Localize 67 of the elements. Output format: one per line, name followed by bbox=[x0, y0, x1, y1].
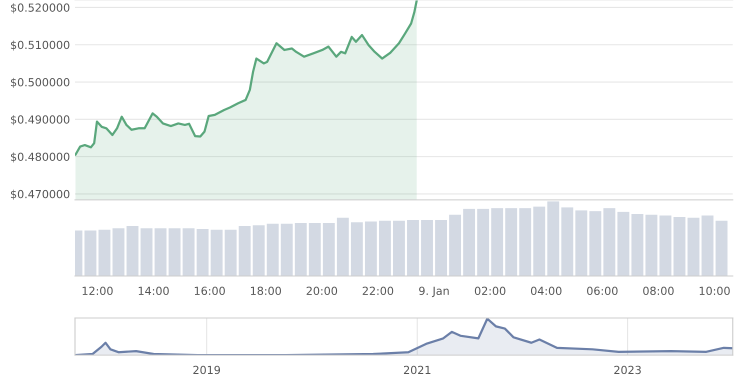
bar bbox=[561, 207, 574, 276]
bar bbox=[463, 208, 476, 276]
bar bbox=[547, 201, 560, 276]
bar bbox=[477, 208, 490, 276]
y-tick-label: $0.480000 bbox=[10, 152, 70, 162]
bar bbox=[322, 223, 335, 276]
bar bbox=[294, 223, 307, 276]
bar bbox=[435, 220, 447, 276]
x-tick-label: 2021 bbox=[404, 366, 430, 374]
bar bbox=[238, 226, 251, 276]
bar bbox=[98, 230, 110, 276]
x-tick-label: 2019 bbox=[193, 366, 220, 374]
bar bbox=[449, 214, 462, 276]
bar bbox=[126, 226, 138, 276]
bar bbox=[673, 217, 686, 276]
bar bbox=[617, 212, 630, 276]
bar bbox=[505, 208, 518, 276]
bar bbox=[421, 220, 433, 276]
bar bbox=[716, 220, 728, 276]
x-tick-label: 12:00 bbox=[82, 286, 113, 296]
bar bbox=[140, 228, 152, 276]
bar bbox=[659, 216, 672, 276]
bar bbox=[407, 220, 419, 276]
x-tick-label: 22:00 bbox=[362, 286, 394, 296]
bar bbox=[182, 228, 195, 276]
x-tick-label: 2023 bbox=[614, 366, 641, 374]
x-tick-label: 18:00 bbox=[250, 286, 282, 296]
x-tick-label: 10:00 bbox=[700, 286, 730, 296]
bar bbox=[589, 211, 602, 276]
bar bbox=[519, 208, 532, 276]
bar bbox=[84, 230, 96, 276]
x-tick-label: 04:00 bbox=[530, 286, 562, 296]
bar bbox=[196, 228, 209, 276]
x-tick-label: 02:00 bbox=[474, 286, 506, 296]
bar bbox=[308, 223, 321, 276]
bar bbox=[112, 228, 124, 276]
bar bbox=[393, 220, 405, 276]
y-tick-label: $0.520000 bbox=[10, 3, 70, 14]
bar bbox=[533, 206, 546, 276]
y-tick-label: $0.490000 bbox=[10, 115, 70, 126]
y-tick-label: $0.470000 bbox=[10, 190, 70, 200]
bar bbox=[702, 216, 714, 276]
bar bbox=[252, 225, 265, 276]
x-tick-label: 14:00 bbox=[138, 286, 169, 296]
bar bbox=[280, 224, 293, 276]
bar bbox=[688, 218, 700, 276]
bar bbox=[491, 208, 504, 276]
bar bbox=[378, 220, 391, 276]
bar bbox=[364, 222, 377, 276]
y-tick-label: $0.500000 bbox=[10, 78, 70, 88]
x-tick-label: 06:00 bbox=[587, 286, 618, 296]
bar bbox=[154, 228, 167, 276]
bar bbox=[336, 218, 349, 276]
bar bbox=[631, 214, 644, 276]
bar bbox=[210, 230, 223, 276]
bar bbox=[224, 230, 237, 276]
bar bbox=[168, 228, 181, 276]
y-tick-label: $0.510000 bbox=[10, 40, 70, 51]
bar bbox=[266, 224, 279, 276]
bar bbox=[350, 222, 363, 276]
x-tick-label: 16:00 bbox=[194, 286, 225, 296]
x-tick-label: 9. Jan bbox=[419, 286, 449, 298]
bar bbox=[645, 214, 658, 276]
bar bbox=[575, 210, 588, 276]
x-tick-label: 08:00 bbox=[643, 286, 674, 296]
bar bbox=[603, 208, 616, 276]
x-tick-label: 20:00 bbox=[306, 286, 338, 296]
